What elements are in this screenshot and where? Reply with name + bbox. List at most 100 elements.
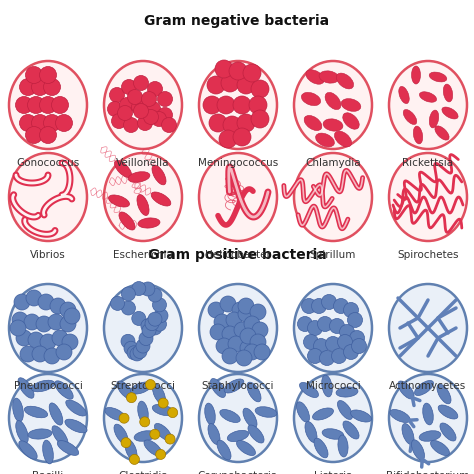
Ellipse shape <box>138 218 160 228</box>
Ellipse shape <box>119 413 129 423</box>
Text: Spirillum: Spirillum <box>310 250 356 260</box>
Ellipse shape <box>438 405 458 419</box>
Ellipse shape <box>398 381 414 399</box>
Circle shape <box>109 88 125 102</box>
Ellipse shape <box>57 441 79 456</box>
Ellipse shape <box>305 421 317 442</box>
Ellipse shape <box>114 161 132 178</box>
Circle shape <box>249 96 267 114</box>
Circle shape <box>144 109 158 125</box>
Ellipse shape <box>199 61 277 149</box>
Circle shape <box>321 294 337 310</box>
Ellipse shape <box>337 73 354 89</box>
Ellipse shape <box>429 72 447 82</box>
Circle shape <box>208 302 224 318</box>
Ellipse shape <box>28 429 52 439</box>
Ellipse shape <box>104 284 182 372</box>
Circle shape <box>157 108 173 122</box>
Circle shape <box>26 66 43 83</box>
Circle shape <box>223 116 241 134</box>
Circle shape <box>50 298 66 314</box>
Ellipse shape <box>389 284 467 372</box>
Circle shape <box>132 282 146 296</box>
Ellipse shape <box>210 379 226 398</box>
Circle shape <box>134 75 148 91</box>
Circle shape <box>128 90 143 104</box>
Ellipse shape <box>399 86 409 104</box>
Ellipse shape <box>165 434 175 444</box>
Ellipse shape <box>419 92 437 102</box>
Circle shape <box>16 330 32 346</box>
Ellipse shape <box>312 408 334 420</box>
Circle shape <box>111 113 127 128</box>
Circle shape <box>39 127 56 144</box>
Circle shape <box>19 79 36 95</box>
Circle shape <box>44 115 61 131</box>
Circle shape <box>145 317 159 331</box>
Circle shape <box>308 348 322 364</box>
Circle shape <box>339 325 355 339</box>
Text: Clostridia: Clostridia <box>118 471 168 474</box>
Circle shape <box>132 311 146 326</box>
Ellipse shape <box>341 99 361 111</box>
Circle shape <box>146 101 161 117</box>
Circle shape <box>215 60 233 78</box>
Text: Actinomycetes: Actinomycetes <box>389 381 466 391</box>
Ellipse shape <box>255 407 277 417</box>
Ellipse shape <box>411 66 420 84</box>
Circle shape <box>216 338 232 354</box>
Circle shape <box>121 287 136 301</box>
Circle shape <box>244 316 260 332</box>
Ellipse shape <box>343 421 359 439</box>
Ellipse shape <box>129 455 139 465</box>
Ellipse shape <box>343 113 359 129</box>
Ellipse shape <box>104 61 182 149</box>
Circle shape <box>148 312 162 326</box>
Ellipse shape <box>442 107 458 119</box>
Ellipse shape <box>52 426 68 446</box>
Text: Veillonella: Veillonella <box>116 158 170 168</box>
Circle shape <box>237 114 255 132</box>
Ellipse shape <box>294 284 372 372</box>
Circle shape <box>108 101 122 117</box>
Text: Meningococcus: Meningococcus <box>198 158 278 168</box>
Ellipse shape <box>217 440 231 460</box>
Circle shape <box>210 324 226 340</box>
Circle shape <box>334 299 348 313</box>
Ellipse shape <box>18 378 34 398</box>
Circle shape <box>344 302 358 318</box>
Circle shape <box>238 306 254 322</box>
Circle shape <box>32 346 48 362</box>
Circle shape <box>130 347 144 361</box>
Ellipse shape <box>104 374 182 462</box>
Ellipse shape <box>199 153 277 241</box>
Ellipse shape <box>423 403 433 425</box>
Circle shape <box>337 335 353 349</box>
Circle shape <box>233 128 251 146</box>
Circle shape <box>232 302 248 318</box>
Ellipse shape <box>65 419 87 433</box>
Circle shape <box>137 116 153 130</box>
Text: Escherichia: Escherichia <box>113 250 173 260</box>
Circle shape <box>243 64 261 82</box>
Circle shape <box>27 97 45 113</box>
Ellipse shape <box>66 400 86 416</box>
Ellipse shape <box>114 424 128 444</box>
Circle shape <box>251 110 269 128</box>
Circle shape <box>48 314 64 330</box>
Ellipse shape <box>224 379 244 393</box>
Circle shape <box>141 282 155 296</box>
Text: Staphylococci: Staphylococci <box>202 381 274 391</box>
Ellipse shape <box>208 424 220 445</box>
Ellipse shape <box>9 153 87 241</box>
Ellipse shape <box>413 126 423 144</box>
Circle shape <box>222 326 238 342</box>
Text: Gram negative bacteria: Gram negative bacteria <box>145 14 329 28</box>
Circle shape <box>52 330 68 346</box>
Circle shape <box>10 320 26 336</box>
Circle shape <box>303 335 319 349</box>
Circle shape <box>203 96 221 114</box>
Ellipse shape <box>389 61 467 149</box>
Circle shape <box>39 97 56 113</box>
Circle shape <box>44 79 61 95</box>
